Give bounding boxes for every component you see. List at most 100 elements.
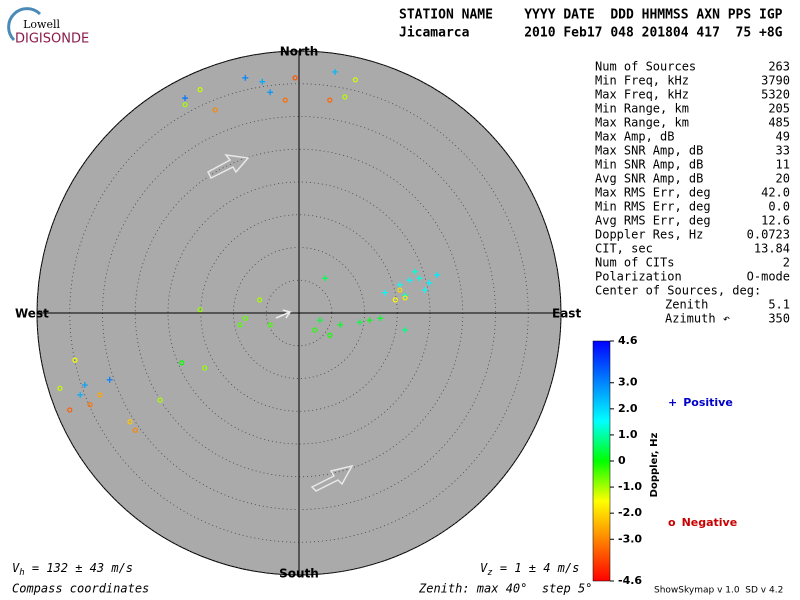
source-positive bbox=[81, 382, 88, 389]
source-negative bbox=[157, 397, 163, 403]
source-positive bbox=[316, 317, 323, 324]
stat-value: 12.6 bbox=[761, 214, 790, 228]
colorbar-tick-label: -1.0 bbox=[618, 480, 642, 493]
center-value: 350 bbox=[768, 312, 790, 326]
stat-value: 0.0 bbox=[768, 200, 790, 214]
source-positive bbox=[356, 319, 363, 326]
stat-label: Avg SNR Amp, dB bbox=[595, 172, 703, 186]
source-negative bbox=[257, 297, 263, 303]
stat-label: Max Amp, dB bbox=[595, 130, 674, 144]
source-positive bbox=[416, 275, 423, 282]
source-negative bbox=[72, 357, 78, 363]
colorbar-tick-label: 0 bbox=[618, 454, 626, 467]
source-negative bbox=[182, 102, 188, 108]
stat-value: 0.0723 bbox=[747, 228, 790, 242]
stat-label: Min Range, km bbox=[595, 102, 689, 116]
source-negative bbox=[397, 287, 403, 293]
source-negative bbox=[132, 427, 138, 433]
source-positive bbox=[267, 89, 274, 96]
source-positive bbox=[259, 78, 266, 85]
stat-value: 205 bbox=[768, 102, 790, 116]
zenith-note: Zenith: max 40° step 5° bbox=[418, 582, 592, 596]
colorbar-tick-label: 3.0 bbox=[618, 376, 638, 389]
source-negative bbox=[179, 360, 185, 366]
legend-label: Negative bbox=[682, 516, 738, 529]
header-line: Jicamarca 2010 Feb17 048 201804 417 75 +… bbox=[399, 26, 783, 41]
source-positive bbox=[411, 268, 418, 275]
header-line: STATION NAME YYYY DATE DDD HHMMSS AXN PP… bbox=[399, 8, 783, 23]
stat-label: Avg RMS Err, deg bbox=[595, 214, 711, 228]
source-negative bbox=[57, 385, 63, 391]
colorbar-tick-label: 4.6 bbox=[618, 334, 638, 347]
velocity-arrow bbox=[207, 154, 250, 180]
direction-label: East bbox=[552, 307, 581, 321]
velocity-arrow bbox=[310, 464, 354, 492]
source-positive bbox=[366, 317, 373, 324]
stat-label: Num of Sources bbox=[595, 60, 696, 74]
legend-marker: o bbox=[668, 516, 676, 529]
source-positive bbox=[426, 279, 433, 286]
source-negative bbox=[242, 315, 248, 321]
stat-value: 11 bbox=[776, 158, 790, 172]
stat-label: Max Range, km bbox=[595, 116, 689, 130]
subscript: h bbox=[19, 568, 24, 578]
source-negative bbox=[87, 402, 93, 408]
colorbar-label: Doppler, Hz bbox=[649, 433, 660, 498]
source-negative bbox=[402, 295, 408, 301]
value: = 132 ± 43 m/s bbox=[25, 561, 133, 575]
legend-entry: o Negative bbox=[668, 516, 737, 529]
source-negative bbox=[202, 365, 208, 371]
source-positive bbox=[337, 321, 344, 328]
plot bbox=[36, 50, 562, 576]
source-positive bbox=[242, 74, 249, 81]
subscript: z bbox=[487, 568, 492, 578]
velocity-arrow bbox=[275, 309, 293, 319]
colorbar bbox=[592, 340, 611, 582]
direction-label: South bbox=[279, 567, 319, 581]
stat-value: 49 bbox=[776, 130, 790, 144]
center-label: Zenith bbox=[665, 298, 708, 312]
source-positive bbox=[106, 376, 113, 383]
stat-label: Min SNR Amp, dB bbox=[595, 158, 703, 172]
source-negative bbox=[212, 107, 218, 113]
source-positive bbox=[77, 391, 84, 398]
stat-value: 20 bbox=[776, 172, 790, 186]
logo-top: Lowell bbox=[23, 18, 60, 31]
source-negative bbox=[312, 327, 318, 333]
source-negative bbox=[327, 97, 333, 103]
vh-label: Vh = 132 ± 43 m/s bbox=[12, 561, 133, 578]
stat-label: Min Freq, kHz bbox=[595, 74, 689, 88]
stat-value: 5320 bbox=[761, 88, 790, 102]
source-negative bbox=[127, 419, 133, 425]
colorbar-tick-label: -4.6 bbox=[618, 574, 642, 587]
direction-label: West bbox=[15, 307, 49, 321]
coordinates-note: Compass coordinates bbox=[12, 582, 149, 596]
stat-value: 3790 bbox=[761, 74, 790, 88]
source-positive bbox=[377, 315, 384, 322]
stat-label: Polarization bbox=[595, 270, 682, 284]
stat-value: 13.84 bbox=[754, 242, 790, 256]
logo-bottom: DIGISONDE bbox=[15, 32, 89, 47]
source-negative bbox=[237, 322, 243, 328]
value: = 1 ± 4 m/s bbox=[493, 561, 580, 575]
logo-swoosh bbox=[7, 7, 42, 42]
stat-value: 42.0 bbox=[761, 186, 790, 200]
source-negative bbox=[267, 322, 273, 328]
center-value: 5.1 bbox=[768, 298, 790, 312]
colorbar-tick-label: 1.0 bbox=[618, 428, 638, 441]
source-positive bbox=[434, 272, 441, 279]
source-negative bbox=[67, 407, 73, 413]
center-title: Center of Sources, deg: bbox=[595, 284, 761, 298]
stat-value: 33 bbox=[776, 144, 790, 158]
stat-value: 2 bbox=[783, 256, 790, 270]
source-negative bbox=[292, 75, 298, 81]
stats-table: Num of Sources 263 Min Freq, kHz 3790 Max Fr… bbox=[595, 60, 790, 326]
source-negative bbox=[197, 87, 203, 93]
colorbar-tick-label: 2.0 bbox=[618, 402, 638, 415]
stat-label: Max RMS Err, deg bbox=[595, 186, 711, 200]
source-positive bbox=[381, 289, 388, 296]
stat-value: O-mode bbox=[747, 270, 790, 284]
source-positive bbox=[396, 281, 403, 288]
legend-marker: + bbox=[668, 396, 677, 409]
